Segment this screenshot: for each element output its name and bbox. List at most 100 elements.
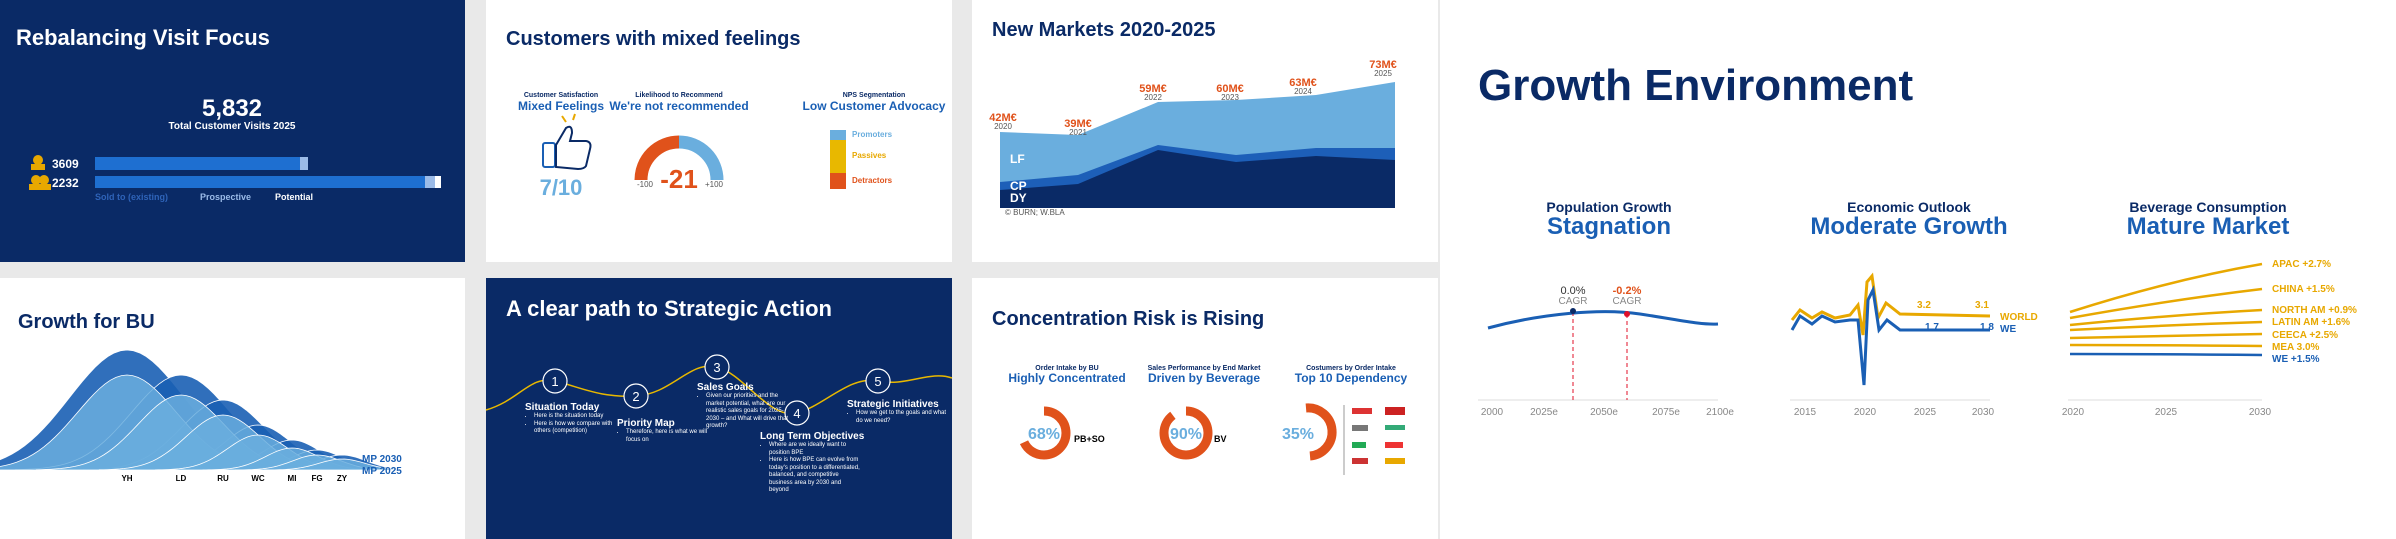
label: Situation Today [525,402,600,413]
label: A clear path to Strategic Action [506,296,832,321]
label: 2015 [1794,407,1817,418]
label: -0.2% [1613,285,1642,297]
label: LF [1010,152,1025,166]
label: MI [288,474,297,483]
bullet: Here is the situation today [534,413,625,421]
label: Mature Market [2127,213,2290,240]
step-circle [542,368,568,394]
label: 1.8 [1980,322,1994,333]
label: 2232 [52,176,79,190]
label: 2020 [1854,407,1877,418]
bullet: Here is how BPE can evolve from today's … [769,457,860,495]
bullet: How we get to the goals and what do we n… [856,410,947,425]
label: Long Term Objectives [760,431,865,442]
nps-gauge [634,135,724,181]
label: CEECA +2.5% [2272,330,2338,341]
label: +100 [705,180,724,189]
label: 2020 [2062,407,2085,418]
label: 3609 [52,157,79,171]
slide-bg [0,0,465,262]
bullets: Therefore, here is what we will focus on [617,429,717,444]
label: 90% [1170,426,1202,443]
label: Customer Satisfaction [524,92,598,99]
label: Mixed Feelings [518,99,604,113]
label: CHINA +1.5% [2272,284,2335,295]
economic-chart [1790,272,1991,401]
label: Beverage Consumption [2129,199,2286,215]
label: Growth for BU [18,311,155,333]
bullet-list: Therefore, here is what we will focus on [617,429,717,444]
nps-stack [830,130,846,189]
label: 2030 [2249,407,2272,418]
label: NORTH AM +0.9% [2272,305,2357,316]
bullet: Therefore, here is what we will focus on [626,429,717,444]
label: 5,832 [202,95,262,122]
label: MP 2025 [362,466,402,477]
label: WE [2000,324,2016,335]
label: 7/10 [540,175,583,200]
label: -21 [660,164,698,194]
bullet-list: Here is the situation todayHere is how w… [525,413,625,436]
label: LATIN AM +1.6% [2272,317,2350,328]
label: 3 [713,360,720,375]
beverage-chart [2068,262,2263,401]
label: CAGR [1613,296,1642,307]
label: 2050e [1590,407,1618,418]
bu-mountains [0,349,424,471]
area-chart [1000,82,1395,208]
label: 2000 [1481,407,1504,418]
bullets: How we get to the goals and what do we n… [847,410,947,425]
label: 2030 [1972,407,1995,418]
bullet-list: How we get to the goals and what do we n… [847,410,947,425]
label: 2025 [1374,69,1392,78]
label: Highly Concentrated [1008,371,1125,385]
label: PB+SO [1074,434,1105,444]
label: Sold to (existing) [95,192,168,202]
label: 2100e [1706,407,1734,418]
thumb-icon [542,113,592,171]
label: WC [251,474,265,483]
label: WE +1.5% [2272,354,2320,365]
step-circle [623,383,649,409]
label: 2023 [1221,93,1239,102]
label: CP [1010,179,1027,193]
label: Rebalancing Visit Focus [16,25,270,50]
visit-bars [29,155,441,190]
label: Order Intake by BU [1035,365,1098,372]
label: 63M€ [1289,77,1317,89]
bullets: Given our priorities and the market pote… [697,393,797,431]
label: 2022 [1144,93,1162,102]
label: 42M€ [989,112,1017,124]
label: 39M€ [1064,118,1092,130]
label: 60M€ [1216,83,1244,95]
label: -100 [637,180,654,189]
label: LD [176,474,187,483]
label: FG [311,474,322,483]
label: 3.1 [1975,300,1989,311]
label: Potential [275,192,313,202]
label: 4 [793,406,800,421]
label: 5 [874,374,881,389]
step-circle [784,400,810,426]
label: Low Customer Advocacy [803,99,946,113]
label: Priority Map [617,418,675,429]
label: 2025 [2155,407,2178,418]
label: MEA 3.0% [2272,342,2320,353]
label: 2024 [1294,87,1312,96]
label: Sales Goals [697,382,754,393]
step-circle [865,368,891,394]
label: Population Growth [1546,199,1671,215]
label: Sales Performance by End Market [1148,365,1261,372]
label: 59M€ [1139,83,1167,95]
label: Stagnation [1547,213,1671,240]
label: Growth Environment [1478,61,1913,110]
label: © BURN; W.BLA [1005,208,1065,217]
label: Concentration Risk is Rising [992,308,1264,330]
label: RU [217,474,229,483]
label: Customers with mixed feelings [506,28,801,50]
label: BV [1214,434,1227,444]
step-circle [704,354,730,380]
slide-bg [486,278,952,539]
